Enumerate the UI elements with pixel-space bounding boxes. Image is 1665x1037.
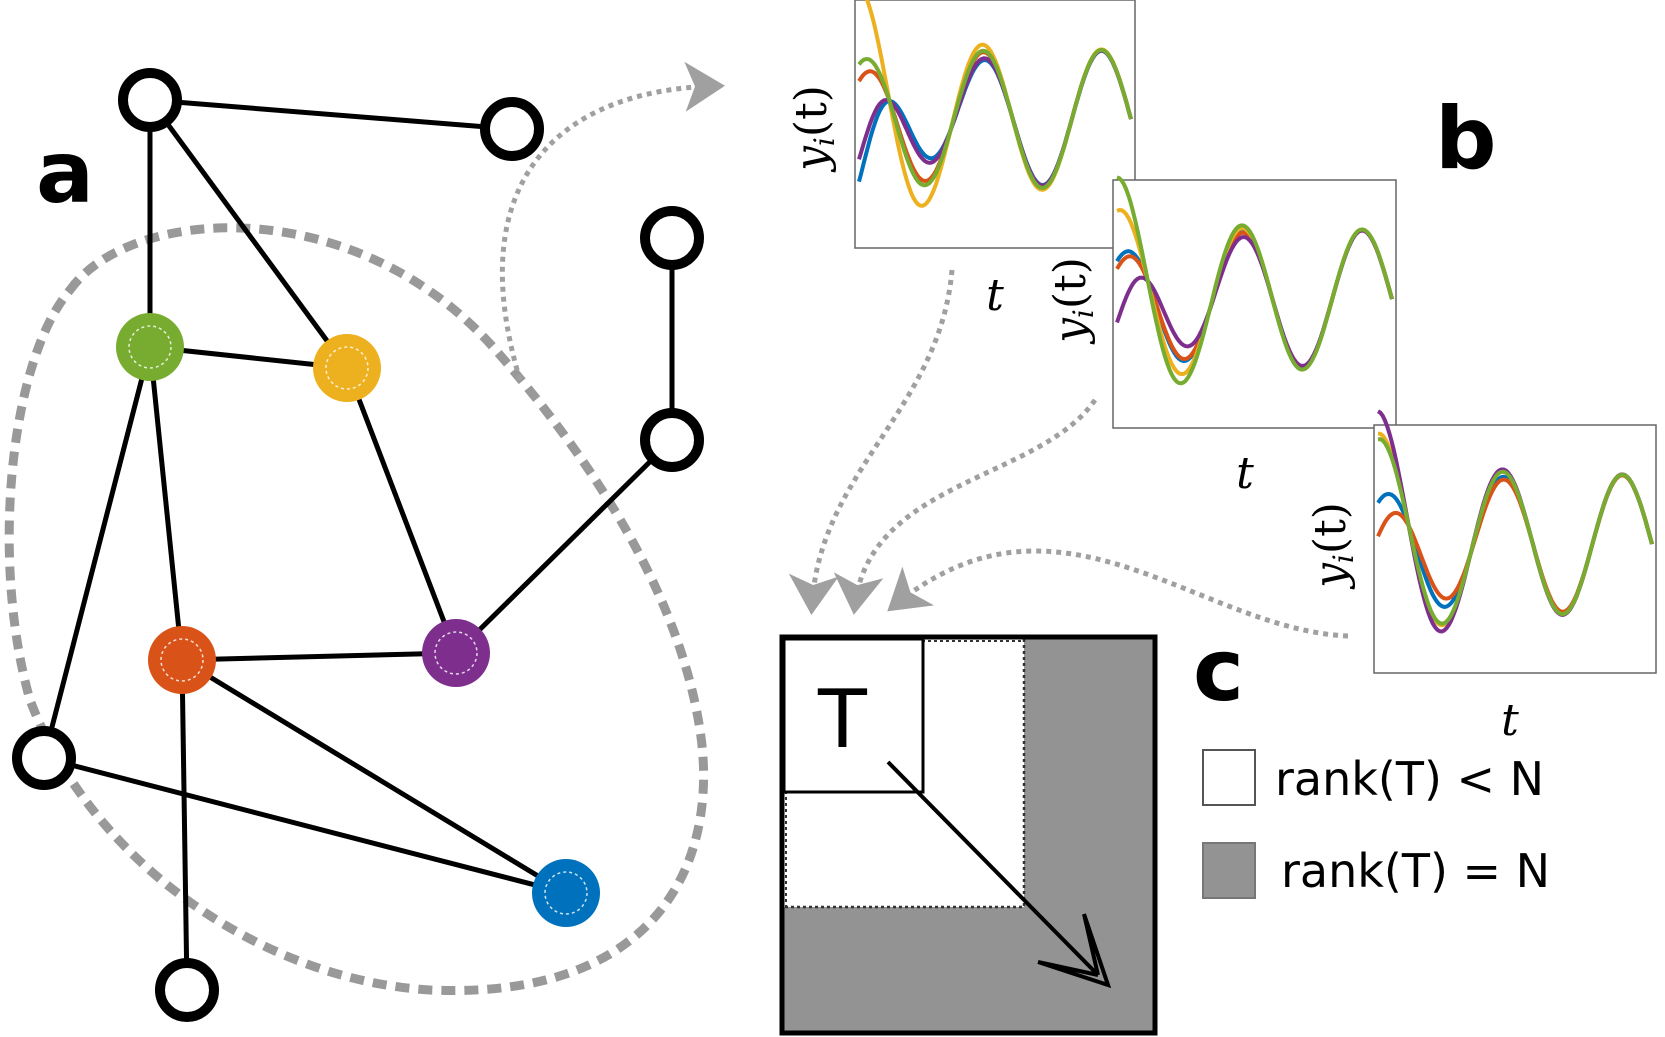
growth-arrow-head — [1037, 913, 1112, 989]
time-series-plots: yi(t) t yi(t) t yi(t) t — [786, 0, 1657, 746]
network-node-blue — [532, 859, 600, 927]
plot-frame — [1373, 424, 1657, 674]
plot-xlabel: t — [1501, 695, 1519, 746]
time-series-line — [1377, 437, 1654, 626]
flow-arrows — [499, 61, 1349, 639]
cluster-boundary — [4, 223, 709, 995]
network-node — [640, 408, 704, 472]
arrow-plot1-to-matrix — [788, 269, 955, 615]
observed-nodes — [12, 68, 704, 1022]
edge — [147, 346, 185, 661]
edge — [454, 438, 674, 655]
edge — [43, 755, 567, 896]
time-series-plot: yi(t) t — [786, 0, 1136, 321]
matrix: T — [779, 634, 1158, 1036]
arrow-plot3-to-matrix — [887, 548, 1349, 639]
legend-swatch-deficient — [1202, 749, 1256, 806]
plot-ylabel: yi(t) — [1045, 257, 1100, 345]
time-series-plot: yi(t) t — [1045, 175, 1397, 499]
time-series-plot: yi(t) t — [1305, 409, 1657, 746]
arrow-plot2-to-matrix — [833, 398, 1098, 615]
edge — [149, 97, 513, 132]
panel-label-c: c — [1193, 621, 1244, 721]
network-node-yellow — [313, 334, 381, 402]
matrix-region-boundary — [784, 639, 1026, 909]
plot-frame — [854, 0, 1136, 249]
panel-c: c T rank(T) < N rank(T) = N — [779, 621, 1550, 1036]
network-node-green — [116, 313, 184, 381]
time-series-line — [857, 47, 1133, 191]
time-series-line — [1116, 175, 1394, 386]
edge — [180, 657, 568, 896]
edge — [344, 367, 459, 654]
legend-label-full: rank(T) = N — [1281, 844, 1550, 898]
plot-ylabel: yi(t) — [1305, 502, 1360, 590]
panel-b: b yi(t) t yi(t) t yi(t) t — [786, 0, 1657, 746]
network-node — [118, 68, 182, 132]
colored-nodes — [116, 313, 600, 927]
panel-label-b: b — [1435, 89, 1497, 189]
plot-xlabel: t — [1236, 448, 1254, 499]
network-node — [12, 726, 76, 790]
plot-frame — [1112, 179, 1397, 429]
plot-ylabel: yi(t) — [786, 85, 841, 173]
growth-arrow-shaft — [886, 760, 1100, 977]
plot-xlabel: t — [986, 270, 1004, 321]
network-node — [155, 958, 219, 1022]
legend-label-deficient: rank(T) < N — [1275, 752, 1544, 806]
submatrix-T — [782, 637, 925, 794]
network-node — [640, 206, 704, 270]
network-node-purple — [422, 619, 490, 687]
legend-swatch-full — [1202, 842, 1256, 899]
matrix-T-label: T — [817, 673, 868, 766]
network-node-orange — [148, 626, 216, 694]
network-node — [480, 97, 544, 161]
edge — [179, 659, 190, 991]
panel-a: a — [4, 68, 709, 1022]
panel-label-a: a — [36, 123, 94, 223]
matrix-border — [779, 634, 1158, 1036]
edge — [147, 98, 350, 370]
edge — [181, 650, 457, 663]
legend: rank(T) < N rank(T) = N — [1202, 749, 1550, 899]
edge — [41, 346, 153, 759]
colored-node-rings — [128, 325, 588, 915]
